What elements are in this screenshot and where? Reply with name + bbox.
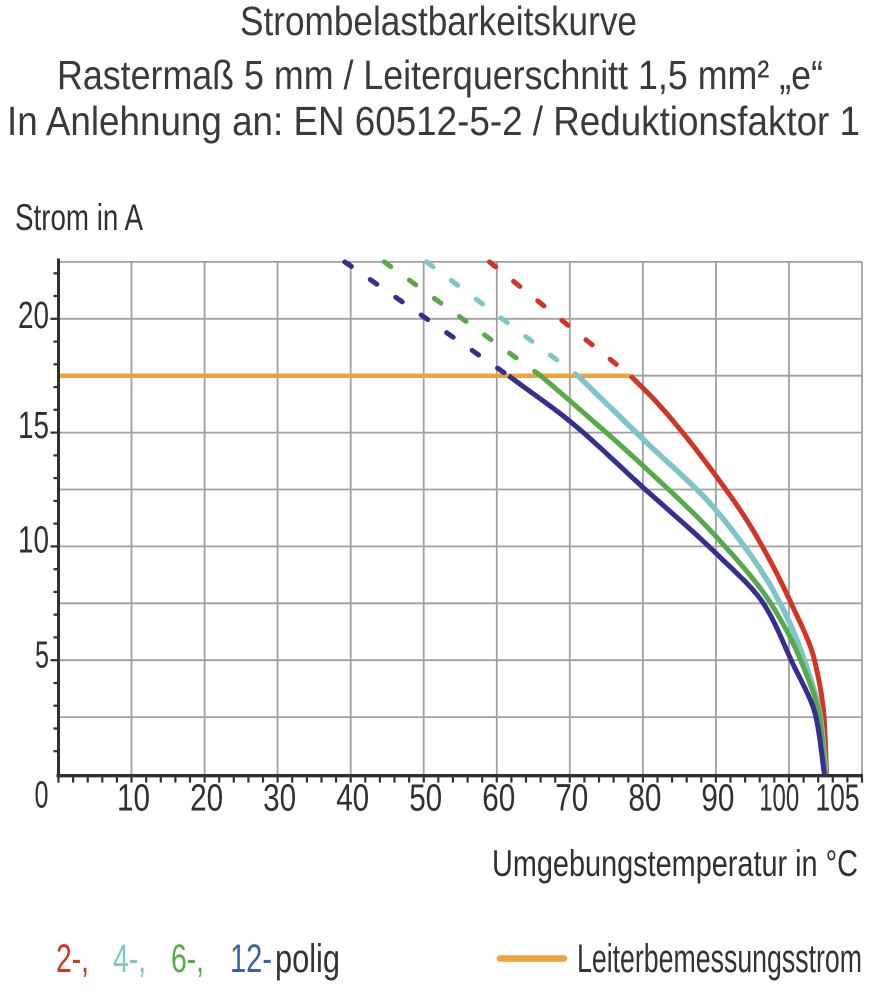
- svg-text:80: 80: [628, 778, 661, 820]
- svg-text:12-: 12-: [230, 937, 272, 981]
- svg-text:Leiterbemessungsstrom: Leiterbemessungsstrom: [577, 937, 862, 981]
- svg-text:Strom in A: Strom in A: [15, 197, 143, 238]
- svg-text:70: 70: [555, 778, 588, 820]
- svg-text:15: 15: [18, 405, 49, 447]
- svg-text:20: 20: [18, 295, 49, 337]
- svg-text:In Anlehnung an: EN 60512-5-2: In Anlehnung an: EN 60512-5-2 / Reduktio…: [7, 98, 860, 144]
- svg-text:5: 5: [35, 634, 49, 676]
- svg-text:90: 90: [701, 778, 734, 820]
- svg-text:Umgebungstemperatur in °C: Umgebungstemperatur in °C: [492, 843, 858, 884]
- svg-text:6-,: 6-,: [171, 937, 204, 981]
- svg-text:50: 50: [409, 778, 442, 820]
- svg-text:polig: polig: [275, 937, 340, 981]
- svg-text:Strombelastbarkeitskurve: Strombelastbarkeitskurve: [240, 0, 637, 44]
- svg-text:30: 30: [263, 778, 296, 820]
- svg-text:60: 60: [482, 778, 515, 820]
- svg-text:100: 100: [759, 778, 799, 820]
- svg-text:0: 0: [35, 774, 49, 816]
- svg-text:105: 105: [816, 778, 860, 820]
- svg-text:Rastermaß 5 mm / Leiterquersch: Rastermaß 5 mm / Leiterquerschnitt 1,5 m…: [57, 52, 823, 98]
- svg-text:4-,: 4-,: [113, 937, 146, 981]
- svg-text:2-,: 2-,: [56, 937, 89, 981]
- svg-text:10: 10: [18, 520, 49, 562]
- svg-text:20: 20: [190, 778, 223, 820]
- svg-text:10: 10: [117, 778, 150, 820]
- svg-text:40: 40: [336, 778, 369, 820]
